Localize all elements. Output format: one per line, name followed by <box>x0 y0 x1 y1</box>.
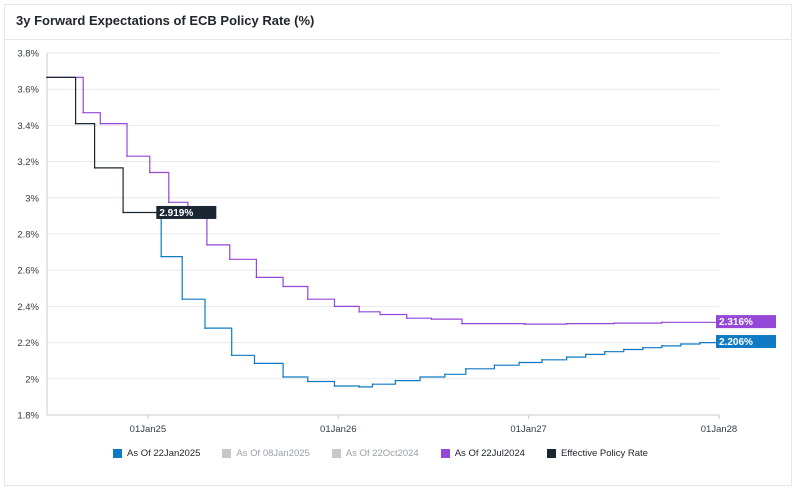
legend-item-jul22[interactable]: As Of 22Jul2024 <box>440 447 525 459</box>
data-point <box>394 379 397 382</box>
data-point <box>74 122 77 125</box>
data-point <box>168 201 170 204</box>
data-point <box>461 322 463 325</box>
data-point <box>46 76 48 79</box>
end-value-badge <box>716 335 776 349</box>
data-point <box>699 341 701 344</box>
data-point <box>148 171 151 174</box>
legend-label-oct22: As Of 22Oct2024 <box>345 447 419 459</box>
data-point <box>206 244 208 246</box>
y-tick-label: 3.8% <box>17 49 39 60</box>
data-point <box>642 346 644 349</box>
end-value-badge <box>716 315 776 329</box>
data-point <box>524 323 526 325</box>
legend-swatch-effective <box>546 448 556 458</box>
data-point <box>253 362 256 365</box>
data-point <box>603 350 606 353</box>
y-tick-label: 3.2% <box>17 157 39 168</box>
end-value-label: 2.206% <box>719 337 753 348</box>
x-tick-label: 01Jan26 <box>320 424 356 435</box>
y-tick-label: 2.8% <box>17 230 39 241</box>
legend-label-jan22: As Of 22Jan2025 <box>127 447 201 459</box>
data-point <box>493 364 496 367</box>
data-point <box>93 167 96 169</box>
data-point <box>333 305 336 308</box>
legend-item-effective[interactable]: Effective Policy Rate <box>546 447 648 459</box>
end-labels: 2.316% 2.206% 2.919% <box>156 205 776 349</box>
data-point <box>565 322 568 325</box>
data-point <box>228 258 231 261</box>
data-point <box>307 298 309 300</box>
y-tick-label: 2.6% <box>17 266 39 277</box>
y-tick-label: 2.4% <box>17 302 39 313</box>
chart-panel <box>4 4 792 486</box>
data-point <box>419 376 421 378</box>
data-point <box>680 343 682 345</box>
data-point <box>465 368 467 370</box>
legend: As Of 22Jan2025 As Of 08Jan2025 As Of 22… <box>113 446 670 460</box>
legend-item-oct22[interactable]: As Of 22Oct2024 <box>331 447 419 459</box>
data-point <box>379 313 381 316</box>
data-point <box>122 211 124 214</box>
legend-swatch-jan08 <box>222 448 232 458</box>
data-point <box>565 356 568 358</box>
chart-header: 3y Forward Expectations of ECB Policy Ra… <box>4 4 792 40</box>
data-point <box>204 327 206 329</box>
end-value-label: 2.919% <box>159 208 193 219</box>
y-tick-label: 3.4% <box>17 121 39 132</box>
legend-item-jan08[interactable]: As Of 08Jan2025 <box>222 447 310 459</box>
data-point <box>358 386 361 388</box>
data-point <box>584 353 587 356</box>
data-point <box>371 383 374 386</box>
x-tick-label: 01Jan25 <box>130 424 166 435</box>
data-point <box>99 122 102 125</box>
y-tick-label: 2.2% <box>17 338 39 349</box>
legend-swatch-jan22 <box>113 448 122 458</box>
legend-label-jan08: As Of 08Jan2025 <box>236 447 310 459</box>
data-point <box>405 317 408 319</box>
y-tick-label: 1.8% <box>17 411 39 422</box>
legend-item-jan22[interactable]: As Of 22Jan2025 <box>113 448 200 459</box>
legend-swatch-jul22 <box>440 448 450 458</box>
series-lines <box>46 76 720 388</box>
data-point <box>126 155 128 157</box>
series-line-0[interactable] <box>47 76 720 325</box>
y-tick-label: 3.6% <box>17 85 39 96</box>
data-point <box>82 111 84 114</box>
data-point <box>282 376 284 378</box>
data-point <box>613 322 616 324</box>
x-tick-label: 01Jan28 <box>701 424 737 435</box>
data-point <box>255 276 258 279</box>
data-point <box>307 380 309 383</box>
data-point <box>661 345 663 347</box>
data-point <box>333 385 336 387</box>
data-point <box>430 318 433 320</box>
data-point <box>541 358 543 361</box>
y-tick-label: 3% <box>25 193 39 204</box>
y-tick-label: 2% <box>25 374 39 385</box>
legend-swatch-oct22 <box>331 448 341 458</box>
legend-label-jul22: As Of 22Jul2024 <box>454 447 525 459</box>
data-point <box>623 348 625 351</box>
series-line-2[interactable] <box>47 76 160 214</box>
data-point <box>160 255 163 258</box>
data-point <box>661 321 663 324</box>
end-value-badge <box>156 205 217 219</box>
grid-lines <box>47 52 719 380</box>
data-point <box>181 298 183 300</box>
axes: 1.8% 2% 2.2% 2.4% 2.6% 2.8% 3% 3.2% 3.4% 3.6% 3.8%… <box>17 49 737 436</box>
end-value-label: 2.316% <box>719 317 753 328</box>
data-point <box>358 311 361 313</box>
data-point <box>444 373 446 376</box>
legend-label-effective: Effective Policy Rate <box>560 447 648 459</box>
data-point <box>518 361 520 364</box>
data-point <box>230 354 233 357</box>
data-point <box>282 285 284 288</box>
x-tick-label: 01Jan27 <box>510 424 546 435</box>
series-line-1[interactable] <box>159 211 720 388</box>
chart-title: 3y Forward Expectations of ECB Policy Ra… <box>16 13 315 28</box>
